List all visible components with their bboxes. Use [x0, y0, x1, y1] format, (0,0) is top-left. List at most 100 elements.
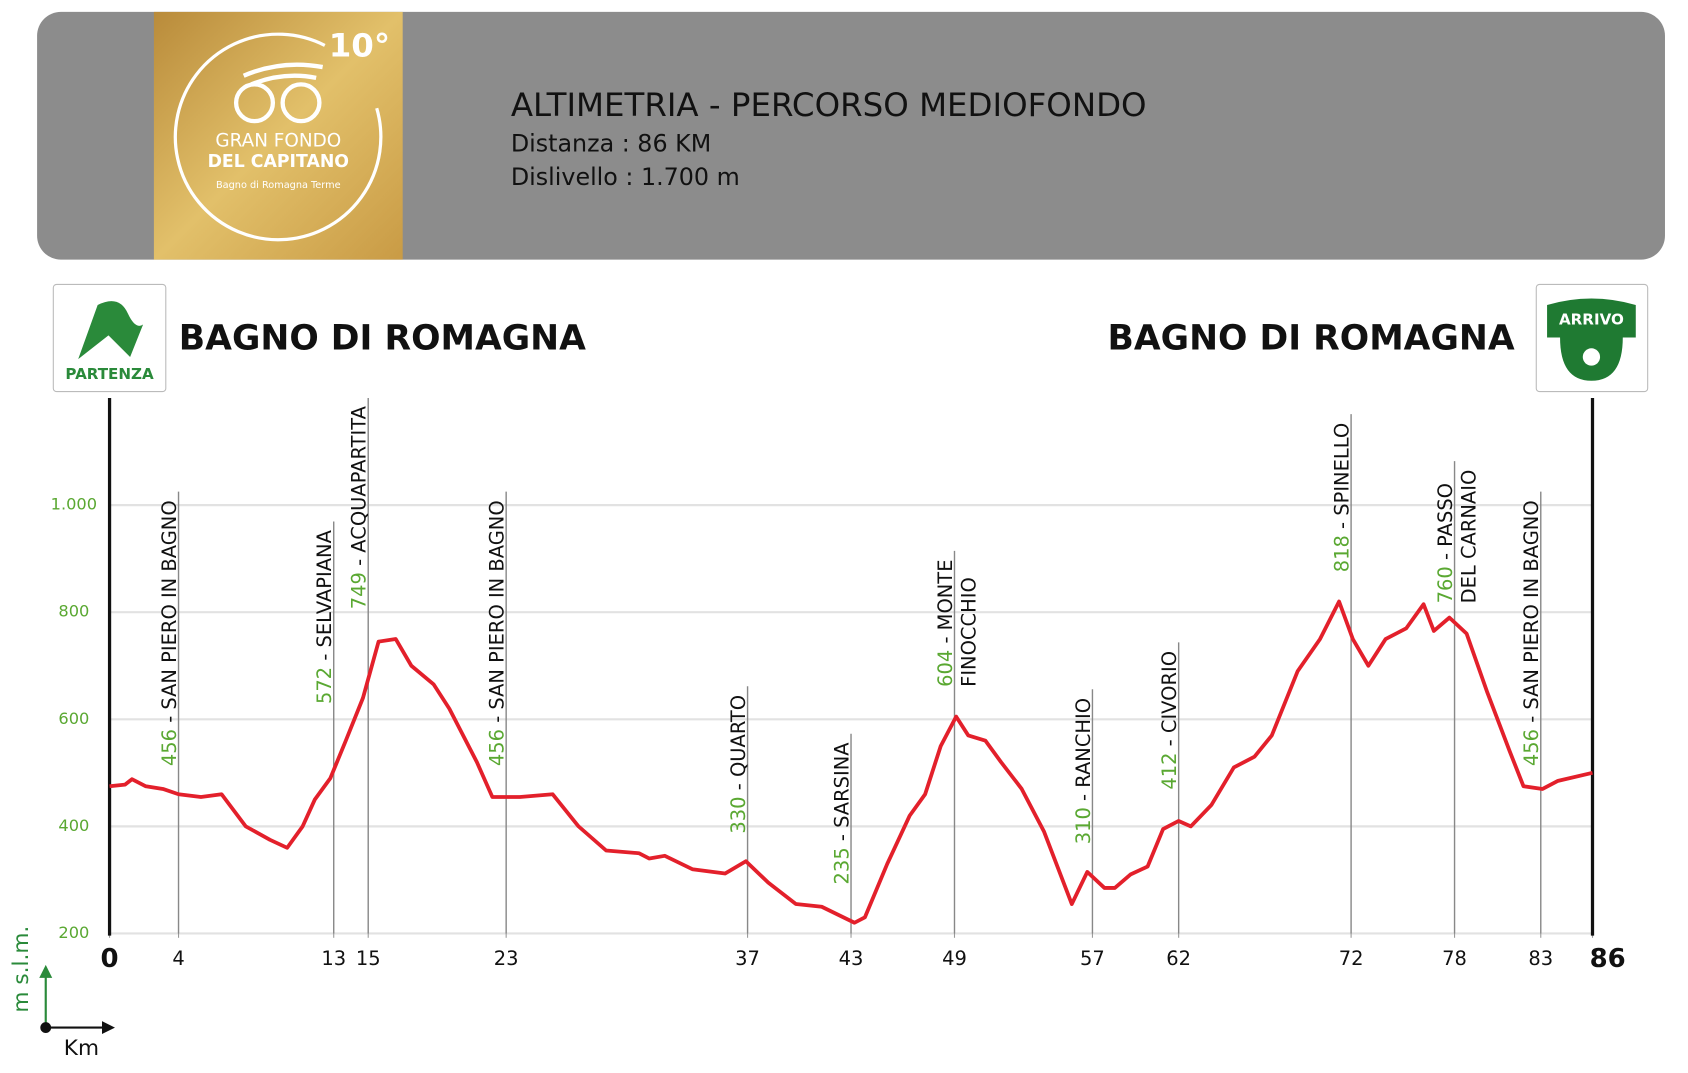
waypoint-label: 235 - SARSINA: [830, 742, 853, 885]
waypoint-elevation: 604: [933, 650, 956, 687]
x-tick-label: 37: [735, 947, 760, 970]
subtitle: Dislivello : 1.700 m: [511, 163, 740, 191]
waypoint-separator: -: [485, 710, 508, 729]
waypoint-elevation: 760: [1433, 566, 1456, 603]
x-tick-label: 86: [1590, 944, 1626, 974]
waypoint-separator: -: [313, 647, 336, 666]
logo-panel: [153, 11, 403, 260]
waypoint: 456 - SAN PIERO IN BAGNO: [1520, 491, 1543, 934]
y-tick-label: 1.000: [51, 495, 97, 514]
waypoint: 456 - SAN PIERO IN BAGNO: [157, 491, 180, 934]
waypoint-name: QUARTO: [726, 695, 749, 777]
y-tick-label: 800: [58, 602, 89, 621]
finish-arch: [1547, 298, 1636, 381]
waypoint-elevation: 310: [1071, 807, 1094, 844]
x-tick-label: 23: [494, 947, 519, 970]
waypoint-elevation: 572: [313, 667, 336, 704]
subtitle: Distanza : 86 KM: [511, 129, 711, 157]
x-axis-label: Km: [64, 1036, 99, 1061]
waypoint-name: ACQUAPARTITA: [347, 405, 370, 552]
y-tick-label: 200: [58, 923, 89, 942]
elevation-profile: [109, 599, 1593, 925]
waypoint-elevation: 330: [726, 796, 749, 833]
x-tick-label: 15: [356, 947, 381, 970]
waypoint-separator: -: [933, 630, 956, 649]
waypoint-elevation: 818: [1330, 535, 1353, 572]
x-tick-label: 4: [172, 947, 184, 970]
waypoint: 310 - RANCHIO: [1071, 689, 1094, 934]
logo-bike: [233, 62, 324, 124]
header-bar: [37, 11, 1665, 260]
waypoint-name: SARSINA: [830, 742, 853, 828]
logo-line2: DEL CAPITANO: [208, 152, 349, 172]
waypoint-separator: -: [1520, 710, 1543, 729]
waypoint-label: 412 - CIVORIO: [1158, 651, 1181, 790]
x-tick-label: 43: [839, 947, 864, 970]
waypoint-elevation: 235: [830, 847, 853, 884]
x-tick-label: 78: [1442, 947, 1467, 970]
waypoint-label: 456 - SAN PIERO IN BAGNO: [485, 500, 508, 766]
waypoint-label: DEL CARNAIO: [1457, 470, 1480, 604]
waypoint-label: 310 - RANCHIO: [1071, 698, 1094, 844]
waypoint: 818 - SPINELLO: [1330, 414, 1353, 934]
waypoint-name: SAN PIERO IN BAGNO: [485, 500, 508, 709]
waypoint-elevation: 749: [347, 572, 370, 609]
finish-badge-label: ARRIVO: [1559, 311, 1624, 329]
waypoint-label: 572 - SELVAPIANA: [313, 529, 336, 704]
waypoint: 235 - SARSINA: [830, 733, 853, 934]
y-axis-label: m s.l.m.: [9, 926, 34, 1013]
y-tick-label: 600: [58, 709, 89, 728]
waypoint-label: 456 - SAN PIERO IN BAGNO: [157, 500, 180, 766]
waypoint: 760 - PASSO DEL CARNAIO: [1433, 461, 1480, 934]
waypoint: 604 - MONTE FINOCCHIO: [933, 550, 980, 934]
x-tick-label: 0: [101, 944, 119, 974]
waypoint-name: SPINELLO: [1330, 423, 1353, 516]
waypoint: 456 - SAN PIERO IN BAGNO: [485, 491, 508, 934]
x-tick-label: 13: [321, 947, 346, 970]
x-tick-label: 83: [1528, 947, 1553, 970]
waypoint-name: SAN PIERO IN BAGNO: [157, 500, 180, 709]
waypoint-name: SELVAPIANA: [313, 529, 336, 647]
waypoint: 572 - SELVAPIANA: [313, 521, 336, 934]
waypoint-name: CIVORIO: [1158, 651, 1181, 733]
start-badge: [52, 283, 167, 393]
finish-name: BAGNO DI ROMAGNA: [1108, 319, 1515, 359]
waypoint-name: RANCHIO: [1071, 698, 1094, 788]
waypoint-name: PASSO: [1433, 483, 1456, 547]
axis-key: [39, 964, 115, 1035]
waypoint-name: SAN PIERO IN BAGNO: [1520, 500, 1543, 709]
waypoint-separator: -: [726, 777, 749, 796]
waypoint-elevation: 456: [157, 729, 180, 766]
chart-title: ALTIMETRIA - PERCORSO MEDIOFONDO: [511, 86, 1147, 124]
waypoint-label: 330 - QUARTO: [726, 695, 749, 834]
x-tick-label: 62: [1166, 947, 1191, 970]
finish-dot: [1582, 348, 1601, 366]
waypoint-separator: -: [1433, 547, 1456, 566]
waypoint-label: 456 - SAN PIERO IN BAGNO: [1520, 500, 1543, 766]
waypoint-separator: -: [347, 553, 370, 572]
waypoint: 412 - CIVORIO: [1158, 642, 1181, 934]
waypoint-separator: -: [830, 828, 853, 847]
logo-ring: [173, 32, 383, 242]
x-tick-label: 72: [1339, 947, 1364, 970]
logo-line3: Bagno di Romagna Terme: [216, 180, 341, 191]
waypoint-label: 749 - ACQUAPARTITA: [347, 405, 370, 609]
waypoint-label: FINOCCHIO: [957, 577, 980, 687]
x-tick-label: 57: [1080, 947, 1105, 970]
waypoint: 749 - ACQUAPARTITA: [347, 398, 370, 934]
logo-line1: GRAN FONDO: [215, 131, 341, 152]
start-flag: [78, 301, 144, 360]
waypoint-separator: -: [1330, 516, 1353, 535]
start-name: BAGNO DI ROMAGNA: [179, 319, 586, 359]
waypoint: 330 - QUARTO: [726, 686, 749, 934]
waypoint-elevation: 412: [1158, 753, 1181, 790]
waypoint-name: DEL CARNAIO: [1457, 470, 1480, 604]
waypoint-label: 604 - MONTE: [933, 560, 956, 687]
y-tick-label: 400: [58, 816, 89, 835]
waypoint-elevation: 456: [1520, 729, 1543, 766]
waypoint-elevation: 456: [485, 729, 508, 766]
start-badge-label: PARTENZA: [65, 365, 154, 383]
x-tick-label: 49: [942, 947, 967, 970]
waypoint-name: FINOCCHIO: [957, 577, 980, 687]
